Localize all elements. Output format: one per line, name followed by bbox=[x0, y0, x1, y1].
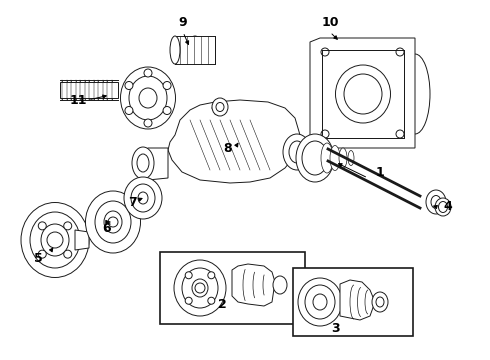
Ellipse shape bbox=[192, 279, 208, 297]
Ellipse shape bbox=[305, 285, 335, 319]
Ellipse shape bbox=[182, 268, 218, 308]
Circle shape bbox=[195, 283, 205, 293]
Circle shape bbox=[38, 222, 46, 230]
Ellipse shape bbox=[121, 67, 175, 129]
Text: 2: 2 bbox=[218, 298, 226, 311]
Circle shape bbox=[144, 69, 152, 77]
Circle shape bbox=[163, 107, 171, 114]
Circle shape bbox=[208, 272, 215, 279]
Polygon shape bbox=[138, 148, 168, 180]
Ellipse shape bbox=[124, 177, 162, 219]
Ellipse shape bbox=[339, 148, 347, 168]
Circle shape bbox=[125, 107, 133, 114]
Ellipse shape bbox=[85, 191, 141, 253]
Ellipse shape bbox=[170, 36, 180, 64]
Polygon shape bbox=[232, 264, 275, 306]
Circle shape bbox=[185, 272, 192, 279]
Bar bbox=[293, 268, 413, 336]
Text: 1: 1 bbox=[376, 166, 384, 179]
Ellipse shape bbox=[330, 145, 340, 171]
Ellipse shape bbox=[376, 297, 384, 307]
Text: 8: 8 bbox=[224, 141, 232, 154]
Ellipse shape bbox=[129, 76, 167, 120]
Circle shape bbox=[396, 130, 404, 138]
Ellipse shape bbox=[137, 154, 149, 172]
Ellipse shape bbox=[273, 276, 287, 294]
Circle shape bbox=[185, 297, 192, 304]
Ellipse shape bbox=[138, 192, 148, 204]
Ellipse shape bbox=[95, 201, 131, 243]
Ellipse shape bbox=[139, 88, 157, 108]
Ellipse shape bbox=[298, 278, 342, 326]
Polygon shape bbox=[310, 38, 415, 148]
Polygon shape bbox=[168, 100, 300, 183]
Ellipse shape bbox=[21, 202, 89, 278]
Bar bbox=[175, 36, 215, 64]
Circle shape bbox=[321, 130, 329, 138]
Bar bbox=[160, 252, 305, 324]
Circle shape bbox=[64, 222, 72, 230]
Circle shape bbox=[125, 81, 133, 90]
Circle shape bbox=[321, 48, 329, 56]
Bar bbox=[322, 50, 404, 138]
Ellipse shape bbox=[174, 260, 226, 316]
Circle shape bbox=[47, 232, 63, 248]
Ellipse shape bbox=[426, 190, 446, 214]
Circle shape bbox=[108, 217, 118, 227]
Circle shape bbox=[64, 250, 72, 258]
Ellipse shape bbox=[344, 74, 382, 114]
Polygon shape bbox=[340, 280, 375, 320]
Ellipse shape bbox=[289, 141, 305, 163]
Bar bbox=[60, 82, 118, 98]
Text: 10: 10 bbox=[321, 15, 339, 28]
Polygon shape bbox=[212, 100, 225, 115]
Ellipse shape bbox=[435, 198, 451, 216]
Circle shape bbox=[208, 297, 215, 304]
Text: 3: 3 bbox=[331, 321, 339, 334]
Circle shape bbox=[396, 48, 404, 56]
Ellipse shape bbox=[313, 294, 327, 310]
Text: 4: 4 bbox=[443, 201, 452, 213]
Ellipse shape bbox=[302, 141, 328, 175]
Ellipse shape bbox=[321, 143, 333, 173]
Ellipse shape bbox=[296, 134, 334, 182]
Ellipse shape bbox=[372, 292, 388, 312]
Text: 7: 7 bbox=[127, 197, 136, 210]
Circle shape bbox=[38, 250, 46, 258]
Text: 11: 11 bbox=[69, 94, 87, 107]
Ellipse shape bbox=[41, 224, 69, 256]
Ellipse shape bbox=[431, 195, 441, 208]
Ellipse shape bbox=[131, 184, 155, 212]
Text: 9: 9 bbox=[179, 15, 187, 28]
Polygon shape bbox=[75, 230, 89, 250]
Ellipse shape bbox=[439, 202, 447, 212]
Ellipse shape bbox=[104, 211, 122, 233]
Ellipse shape bbox=[216, 103, 224, 112]
Ellipse shape bbox=[30, 212, 80, 268]
Ellipse shape bbox=[348, 150, 354, 166]
Circle shape bbox=[144, 119, 152, 127]
Ellipse shape bbox=[187, 36, 203, 64]
Text: 6: 6 bbox=[103, 221, 111, 234]
Ellipse shape bbox=[283, 134, 311, 170]
Ellipse shape bbox=[132, 147, 154, 179]
Ellipse shape bbox=[336, 65, 391, 123]
Ellipse shape bbox=[212, 98, 228, 116]
Text: 5: 5 bbox=[34, 252, 42, 265]
Circle shape bbox=[163, 81, 171, 90]
